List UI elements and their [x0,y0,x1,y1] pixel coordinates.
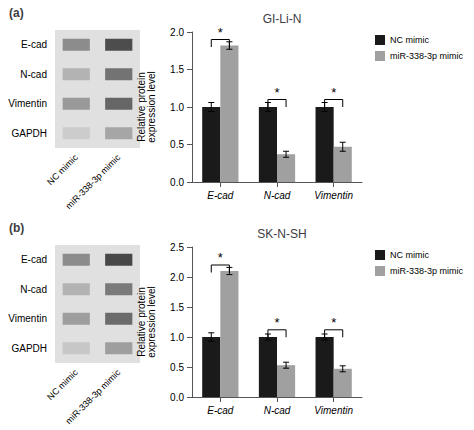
svg-text:*: * [331,315,336,330]
svg-text:*: * [274,315,279,330]
svg-text:Vimentin: Vimentin [8,313,47,324]
svg-text:N-cad: N-cad [264,405,291,416]
svg-text:0.0: 0.0 [170,392,184,403]
svg-text:*: * [218,250,223,265]
svg-text:(b): (b) [9,221,24,235]
svg-text:*: * [331,85,336,100]
svg-text:E-cad: E-cad [21,39,47,50]
svg-text:0.5: 0.5 [170,139,184,150]
svg-text:Vimentin: Vimentin [8,98,47,109]
svg-text:Vimentin: Vimentin [314,190,353,201]
svg-text:E-cad: E-cad [207,405,234,416]
svg-text:GAPDH: GAPDH [11,128,47,139]
svg-text:E-cad: E-cad [207,190,234,201]
svg-text:*: * [274,85,279,100]
svg-text:GAPDH: GAPDH [11,343,47,354]
svg-text:NC mimic: NC mimic [390,250,429,260]
svg-text:Relative protein: Relative protein [135,287,147,357]
svg-text:GI-Li-N: GI-Li-N [263,12,302,26]
svg-text:1.0: 1.0 [170,332,184,343]
svg-text:NC mimic: NC mimic [390,35,429,45]
svg-text:expression level: expression level [146,71,157,143]
svg-text:1.5: 1.5 [170,302,184,313]
svg-text:2.0: 2.0 [170,272,184,283]
svg-text:NC mimic: NC mimic [45,152,80,187]
svg-text:N-cad: N-cad [264,190,291,201]
svg-text:E-cad: E-cad [21,254,47,265]
svg-text:2.0: 2.0 [170,27,184,38]
svg-text:*: * [218,25,223,40]
svg-text:0.5: 0.5 [170,362,184,373]
svg-text:miR-338-3p mimic: miR-338-3p mimic [390,51,464,61]
svg-text:N-cad: N-cad [20,69,47,80]
svg-text:SK-N-SH: SK-N-SH [257,227,306,241]
svg-text:1.5: 1.5 [170,64,184,75]
svg-text:2.5: 2.5 [170,242,184,253]
svg-text:1.0: 1.0 [170,102,184,113]
svg-text:(a): (a) [9,6,24,20]
svg-text:miR-338-3p mimic: miR-338-3p mimic [64,367,123,426]
svg-text:N-cad: N-cad [20,284,47,295]
svg-text:miR-338-3p mimic: miR-338-3p mimic [64,152,123,211]
svg-text:expression level: expression level [146,286,157,358]
svg-text:NC mimic: NC mimic [45,367,80,402]
svg-text:miR-338-3p mimic: miR-338-3p mimic [390,266,464,276]
svg-text:Vimentin: Vimentin [314,405,353,416]
svg-text:Relative protein: Relative protein [135,72,147,142]
svg-text:0.0: 0.0 [170,177,184,188]
